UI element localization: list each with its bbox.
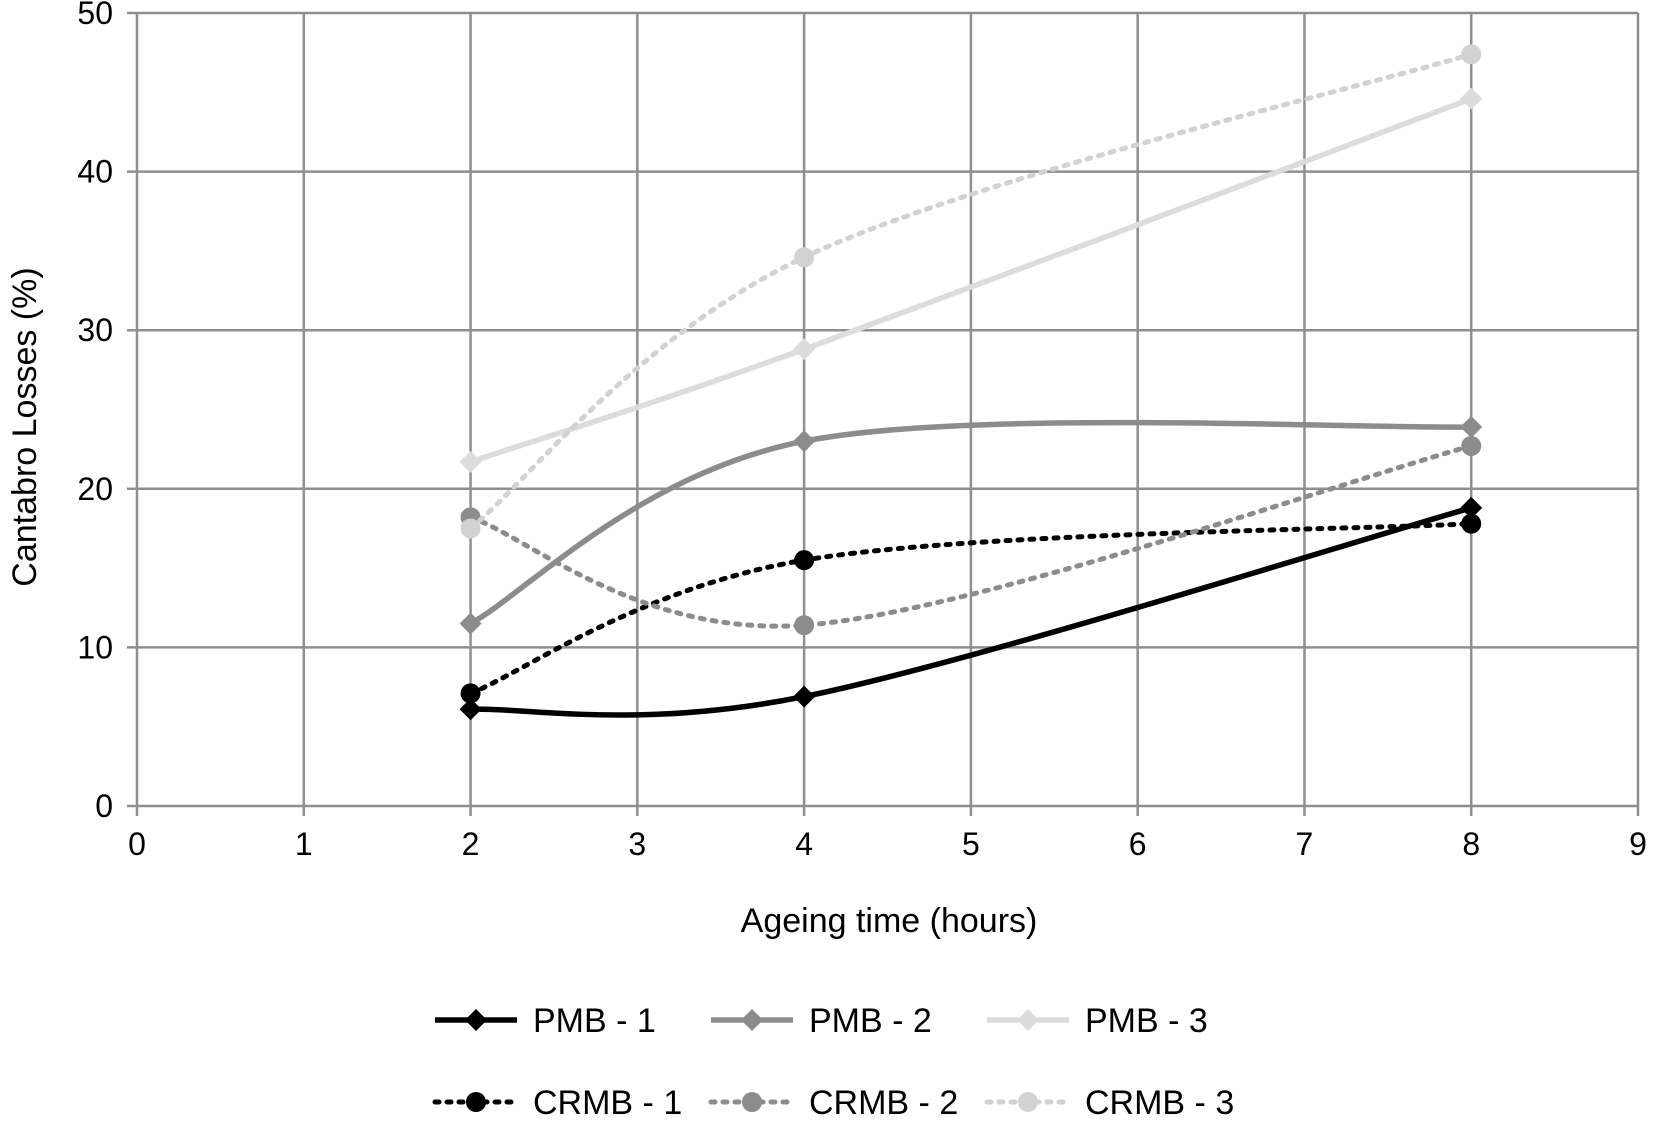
- x-tick-label: 0: [128, 826, 146, 862]
- x-tick-label: 7: [1296, 826, 1314, 862]
- y-tick-label: 50: [77, 0, 113, 31]
- series-6: [460, 44, 1482, 539]
- x-tick-label: 5: [962, 826, 980, 862]
- legend-item: PMB - 2: [711, 1002, 932, 1040]
- series-line: [468, 443, 1474, 629]
- legend-item: CRMB - 3: [984, 1084, 1234, 1122]
- legend-label: PMB - 1: [533, 1002, 656, 1040]
- legend-item: PMB - 1: [435, 1002, 656, 1040]
- data-point: [459, 450, 482, 473]
- data-point: [460, 518, 481, 539]
- data-point: [794, 550, 815, 571]
- x-tick-label: 4: [795, 826, 813, 862]
- y-tick-label: 30: [77, 312, 113, 348]
- data-point: [459, 698, 482, 721]
- y-tick-label: 10: [77, 629, 113, 665]
- data-point: [793, 338, 816, 361]
- x-tick-label: 2: [462, 826, 480, 862]
- series-5: [460, 435, 1482, 636]
- data-point: [794, 615, 815, 636]
- y-tick-label: 20: [77, 471, 113, 507]
- grid: [127, 11, 1640, 816]
- data-point: [1461, 513, 1482, 534]
- legend-label: CRMB - 3: [1085, 1084, 1234, 1122]
- data-point: [794, 247, 815, 268]
- series-line: [468, 51, 1474, 531]
- y-tick-label: 0: [95, 788, 113, 824]
- data-point: [793, 430, 816, 453]
- legend-marker: [466, 1092, 486, 1112]
- series-4: [460, 513, 1482, 704]
- data-point: [1460, 496, 1483, 519]
- data-point: [1460, 87, 1483, 110]
- legend-label: PMB - 3: [1085, 1002, 1208, 1040]
- x-tick-label: 1: [295, 826, 313, 862]
- data-point: [1461, 44, 1482, 65]
- legend-marker: [742, 1092, 762, 1112]
- x-tick-label: 9: [1629, 826, 1647, 862]
- legend-item: CRMB - 2: [708, 1084, 958, 1122]
- data-point: [793, 685, 816, 708]
- y-axis-title: Cantabro Losses (%): [6, 267, 44, 586]
- series-3: [459, 87, 1483, 473]
- legend-marker: [465, 1009, 487, 1031]
- series-line: [469, 96, 1473, 465]
- legend-marker: [1017, 1009, 1039, 1031]
- series-1: [459, 496, 1483, 721]
- data-point: [460, 683, 481, 704]
- series-group: [459, 44, 1483, 721]
- legend-marker: [741, 1009, 763, 1031]
- series-line: [470, 505, 1472, 718]
- data-point: [1461, 435, 1482, 456]
- data-point: [459, 612, 482, 635]
- legend-marker: [1018, 1092, 1038, 1112]
- tick-labels: 0 1 2 3 4 5 6 7 8 9 0 10 20 30 40 50: [77, 0, 1646, 862]
- x-tick-label: 3: [628, 826, 646, 862]
- x-tick-label: 8: [1462, 826, 1480, 862]
- legend-label: CRMB - 2: [809, 1084, 958, 1122]
- series-line: [468, 521, 1474, 696]
- x-axis-title: Ageing time (hours): [741, 902, 1038, 940]
- legend: PMB - 1 PMB - 2 PMB - 3 CRMB - 1 CRMB - 2 CRM…: [432, 1002, 1234, 1122]
- legend-label: PMB - 2: [809, 1002, 932, 1040]
- data-point: [1460, 415, 1483, 438]
- y-tick-label: 40: [77, 154, 113, 190]
- x-tick-label: 6: [1129, 826, 1147, 862]
- legend-item: PMB - 3: [987, 1002, 1208, 1040]
- legend-label: CRMB - 1: [533, 1084, 682, 1122]
- legend-item: CRMB - 1: [432, 1084, 682, 1122]
